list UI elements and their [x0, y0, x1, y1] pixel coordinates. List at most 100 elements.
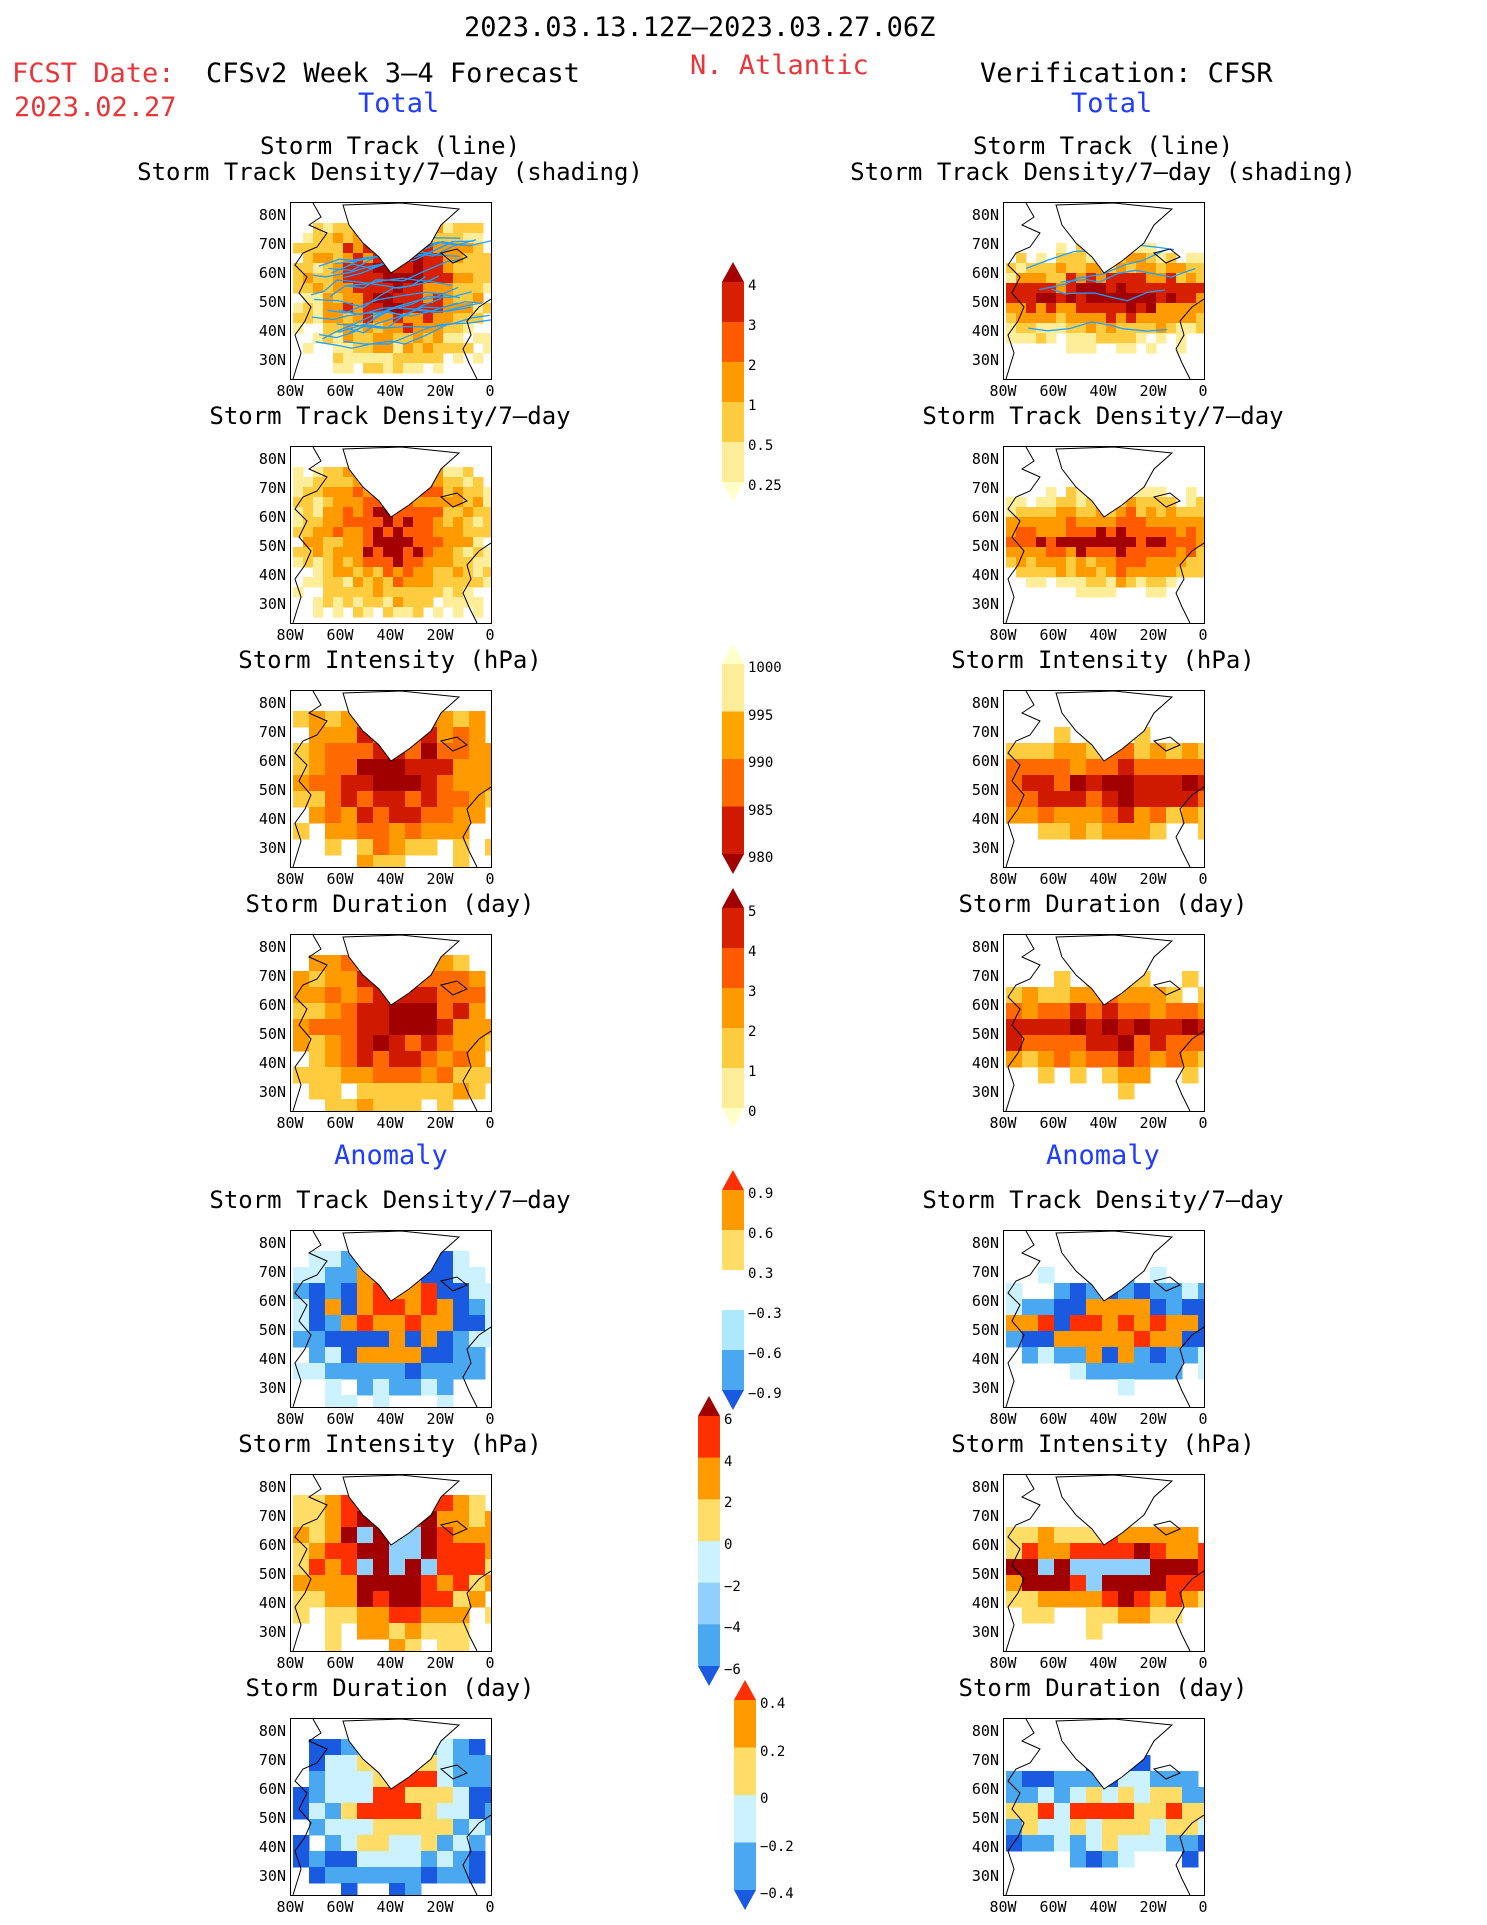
- map-field-duration-total: [292, 935, 491, 1111]
- map-cell: [333, 567, 344, 578]
- map-cell: [403, 313, 414, 324]
- lat-tick-label: 80N: [971, 1234, 999, 1252]
- map-cell: [433, 323, 444, 334]
- map-cell: [1166, 1835, 1183, 1852]
- map-cell: [341, 1559, 358, 1576]
- map-cell: [325, 743, 342, 760]
- map-cell: [1086, 1819, 1103, 1836]
- map-cell: [1126, 313, 1137, 324]
- map-cell: [433, 587, 444, 598]
- map-cell: [373, 1363, 390, 1380]
- storm-track-line: [327, 291, 461, 314]
- map-cell: [325, 1787, 342, 1804]
- map-cell: [1066, 253, 1077, 264]
- coastline-iceland: [1152, 1764, 1181, 1780]
- colorbar-swatch: [722, 442, 744, 483]
- lat-tick-label: 70N: [258, 723, 286, 741]
- map-cell: [357, 1607, 374, 1624]
- map-cell: [1198, 1575, 1204, 1592]
- map-cell: [1046, 323, 1057, 334]
- map-cell: [1146, 517, 1157, 528]
- map-cell: [1186, 313, 1197, 324]
- map-cell: [383, 363, 394, 374]
- map-cell: [1136, 333, 1147, 344]
- map-cell: [1118, 1835, 1135, 1852]
- map-cell: [389, 1019, 406, 1036]
- colorbar-swatch: [722, 282, 744, 323]
- map-cell: [1054, 791, 1071, 808]
- map-cell: [1066, 273, 1077, 284]
- map-cell: [405, 1363, 422, 1380]
- map-cell: [1054, 1035, 1071, 1052]
- map-cell: [373, 1299, 390, 1316]
- map-cell: [1056, 557, 1067, 568]
- map-cell: [433, 527, 444, 538]
- map-cell: [1102, 1299, 1119, 1316]
- colorbar-swatch: [734, 1890, 756, 1910]
- map-cell: [1182, 1331, 1199, 1348]
- map-cell: [1150, 791, 1167, 808]
- lat-tick-label: 30N: [258, 351, 286, 369]
- map-cell: [1006, 1819, 1023, 1836]
- map-cell: [1150, 1003, 1167, 1020]
- map-cell: [453, 1803, 470, 1820]
- map-cell: [469, 1739, 486, 1756]
- map-cell: [389, 1003, 406, 1020]
- map-cell: [293, 743, 310, 760]
- map-cell: [309, 743, 326, 760]
- map-cell: [1066, 577, 1077, 588]
- map-cell: [1096, 527, 1107, 538]
- map-cell: [1150, 1591, 1167, 1608]
- map-cell: [325, 1035, 342, 1052]
- lon-tick-label: 80W: [276, 870, 304, 888]
- map-cell: [313, 557, 324, 568]
- map-cell: [373, 1315, 390, 1332]
- map-cell: [333, 577, 344, 588]
- fcst-date-value: 2023.02.27: [14, 92, 177, 123]
- map-cell: [1026, 507, 1037, 518]
- map-cell: [1166, 759, 1183, 776]
- storm-track-line: [312, 240, 455, 278]
- map-cell: [1006, 1527, 1023, 1544]
- map-cell: [325, 1771, 342, 1788]
- map-cell: [1056, 313, 1067, 324]
- map-cell: [1146, 243, 1157, 254]
- map-cell: [1146, 487, 1157, 498]
- map-cell: [405, 1379, 422, 1396]
- map-cell: [363, 517, 374, 528]
- map-cell: [1086, 313, 1097, 324]
- title-density-anom-right: Storm Track Density/7–day: [922, 1186, 1284, 1214]
- map-cell: [389, 1379, 406, 1396]
- map-cell: [1136, 537, 1147, 548]
- map-cell: [437, 1315, 454, 1332]
- map-cell: [323, 303, 334, 314]
- map-cell: [1166, 577, 1177, 588]
- map-cell: [1126, 537, 1137, 548]
- map-cell: [413, 597, 424, 608]
- map-cell: [1156, 253, 1167, 264]
- map-cell: [469, 1527, 486, 1544]
- map-cell: [393, 527, 404, 538]
- map-cell: [1196, 323, 1204, 334]
- map-cell: [1022, 1019, 1039, 1036]
- map-cell: [453, 1851, 470, 1868]
- map-cell: [309, 1315, 326, 1332]
- lat-tick-label: 70N: [971, 1507, 999, 1525]
- map-cell: [309, 1575, 326, 1592]
- map-cell: [437, 1003, 454, 1020]
- title-track-shading-left: Storm Track Density/7–day (shading): [137, 158, 643, 186]
- coastline-europe: [1175, 1326, 1204, 1407]
- map-cell: [453, 1035, 470, 1052]
- map-cell: [293, 1331, 310, 1348]
- map-cell: [483, 507, 491, 518]
- map-cell: [1066, 343, 1077, 354]
- map-cell: [343, 253, 354, 264]
- map-cell: [357, 1035, 374, 1052]
- map-cell: [405, 1003, 422, 1020]
- map-cell: [433, 497, 444, 508]
- map-cell: [373, 1067, 390, 1084]
- map-cell: [1176, 313, 1187, 324]
- map-cell: [1118, 1787, 1135, 1804]
- map-cell: [421, 1067, 438, 1084]
- map-cell: [357, 1083, 374, 1100]
